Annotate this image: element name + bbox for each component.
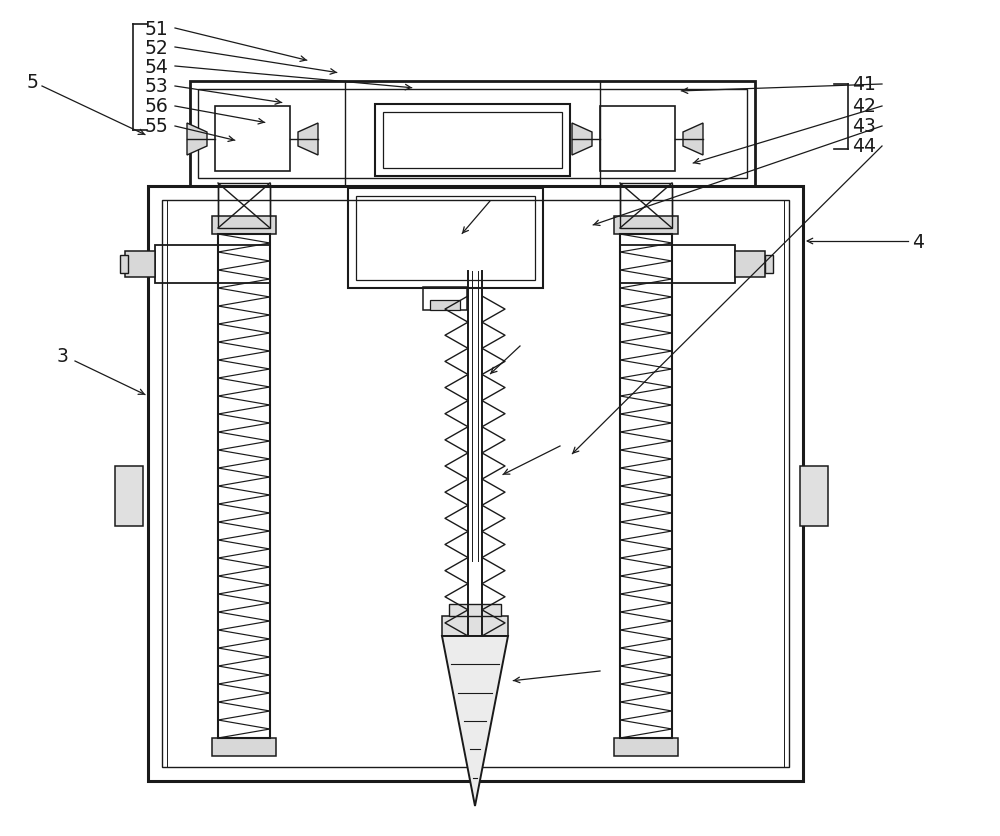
- Bar: [125, 252, 155, 278]
- Bar: [190, 82, 755, 186]
- Bar: [212, 738, 276, 756]
- Text: 52: 52: [145, 38, 169, 58]
- Bar: [620, 246, 735, 283]
- Bar: [383, 113, 562, 169]
- Text: 4: 4: [912, 232, 924, 251]
- Bar: [120, 256, 128, 273]
- Bar: [348, 189, 543, 288]
- Bar: [212, 217, 276, 235]
- Text: 53: 53: [145, 78, 169, 96]
- Bar: [155, 246, 270, 283]
- Text: 55: 55: [145, 117, 169, 136]
- Text: 54: 54: [145, 58, 169, 76]
- Polygon shape: [442, 636, 508, 806]
- Bar: [442, 616, 508, 636]
- Text: 5: 5: [26, 73, 38, 91]
- Bar: [765, 256, 773, 273]
- Bar: [148, 186, 803, 781]
- Text: 41: 41: [852, 75, 876, 94]
- Bar: [218, 184, 270, 229]
- Text: 51: 51: [145, 19, 169, 38]
- Bar: [614, 738, 678, 756]
- Polygon shape: [187, 124, 207, 155]
- Bar: [620, 184, 672, 229]
- Bar: [162, 201, 789, 767]
- Text: 43: 43: [852, 117, 876, 136]
- Text: 42: 42: [852, 97, 876, 116]
- Bar: [423, 288, 467, 311]
- Polygon shape: [683, 124, 703, 155]
- Bar: [198, 90, 747, 179]
- Bar: [735, 252, 765, 278]
- Bar: [115, 466, 143, 527]
- Bar: [620, 235, 672, 738]
- Text: 44: 44: [852, 137, 876, 156]
- Bar: [600, 107, 675, 171]
- Bar: [430, 301, 460, 311]
- Bar: [449, 604, 501, 616]
- Polygon shape: [572, 124, 592, 155]
- Bar: [800, 466, 828, 527]
- Text: 56: 56: [145, 97, 169, 116]
- Bar: [375, 104, 570, 176]
- Bar: [614, 217, 678, 235]
- Bar: [215, 107, 290, 171]
- Bar: [218, 235, 270, 738]
- Polygon shape: [298, 124, 318, 155]
- Text: 3: 3: [56, 347, 68, 366]
- Bar: [356, 196, 535, 281]
